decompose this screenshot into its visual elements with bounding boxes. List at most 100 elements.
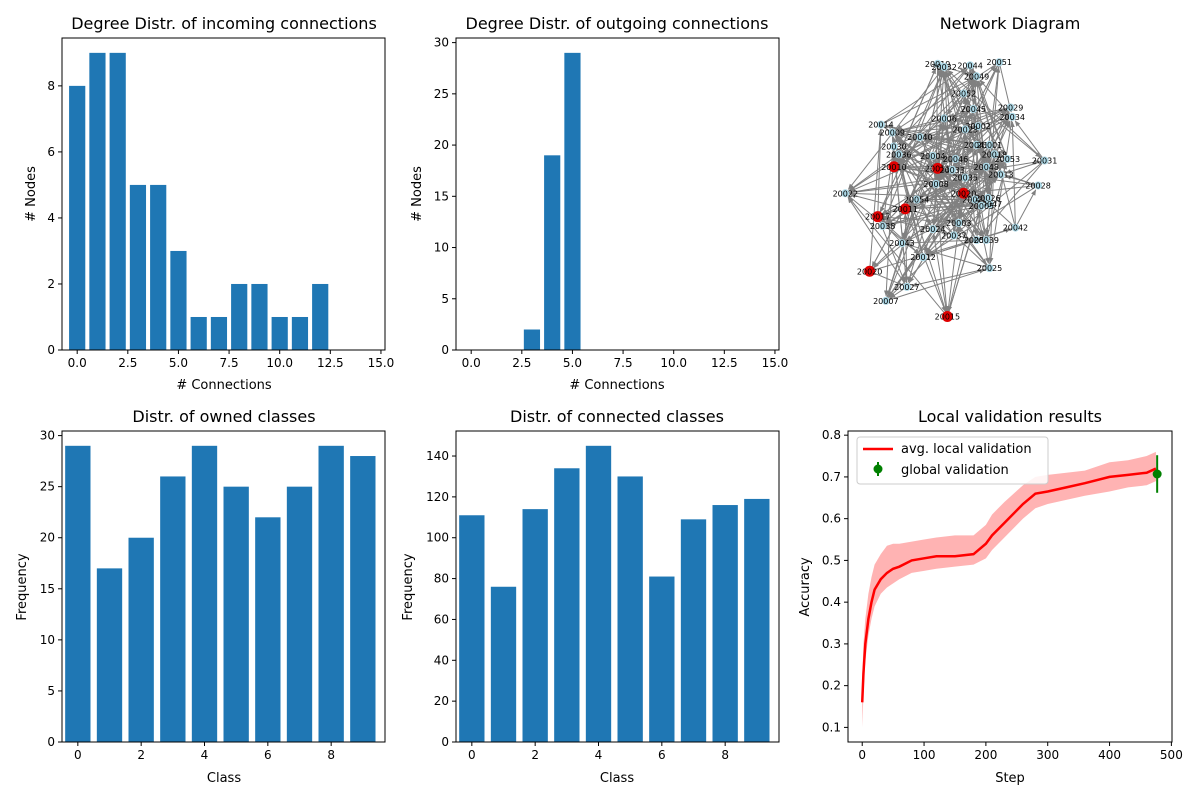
bar [191, 445, 218, 742]
network-node [889, 142, 898, 151]
network-node [1034, 181, 1043, 190]
owned-classes-chart: Distr. of owned classes 0 2 4 6 8 0 5 10 15 20 25… [15, 407, 386, 786]
y-tick-label: 0.7 [822, 470, 841, 484]
y-tick-label: 25 [40, 480, 55, 494]
y-tick-label: 0 [47, 735, 55, 749]
node-label: 20047 [977, 200, 1002, 209]
node-label: 20024 [920, 225, 945, 234]
node-label: 20019 [925, 60, 950, 69]
network-node [902, 282, 911, 291]
chart-title: Degree Distr. of incoming connections [71, 14, 377, 33]
plot-frame [61, 37, 386, 351]
bar [129, 184, 147, 350]
x-tick-label: 8 [721, 748, 729, 762]
x-axis-label: # Connections [569, 378, 665, 393]
node-label: 20031 [1032, 157, 1057, 166]
y-axis-label: Frequency [15, 553, 30, 620]
network-edge [1010, 121, 1016, 228]
plot-frame [455, 430, 780, 743]
y-tick-label: 10 [434, 241, 449, 255]
x-axis-label: Step [995, 771, 1025, 786]
x-tick-label: 4 [595, 748, 603, 762]
bar-group [523, 52, 581, 350]
bar [291, 316, 309, 350]
x-tick-label: 5.0 [563, 356, 582, 370]
bar [96, 568, 123, 742]
y-tick-label: 8 [47, 79, 55, 93]
legend-label-local: avg. local validation [901, 442, 1032, 457]
y-tick-label: 0.2 [822, 679, 841, 693]
y-tick-label: 0.8 [822, 428, 841, 442]
network-edge [895, 135, 987, 241]
network-node [919, 253, 928, 262]
node-label: 20017 [865, 213, 890, 222]
network-node [959, 89, 968, 98]
node-label: 20045 [961, 105, 986, 114]
y-axis-ticks: 0 5 10 15 20 25 30 [40, 429, 62, 749]
avg-local-validation-line [860, 467, 1157, 703]
chart-title: Degree Distr. of outgoing connections [466, 14, 769, 33]
network-node [961, 173, 970, 182]
network-edge [903, 213, 908, 287]
node-label: 20038 [870, 222, 895, 231]
bar [617, 476, 643, 742]
network-node [888, 128, 897, 137]
y-tick-label: 140 [426, 449, 449, 463]
network-node [1006, 103, 1015, 112]
network-edge [993, 120, 1011, 155]
x-tick-label: 0 [858, 748, 866, 762]
y-tick-label: 10 [40, 633, 55, 647]
network-node [933, 59, 942, 68]
x-tick-label: 8 [327, 748, 335, 762]
node-label: 20009 [880, 128, 905, 137]
network-node [1003, 154, 1012, 163]
network-node [974, 122, 983, 131]
network-edge [901, 71, 945, 244]
legend-marker-swatch [873, 464, 883, 474]
node-label: 20011 [893, 205, 918, 214]
y-tick-label: 0.1 [822, 720, 841, 734]
bar [231, 283, 248, 350]
network-edge [898, 67, 937, 155]
x-axis-ticks: 0.0 2.5 5.0 7.5 10.0 12.5 15.0 [68, 350, 394, 370]
node-label: 20046 [943, 155, 968, 164]
legend: avg. local validation global validation [856, 436, 1049, 485]
network-edge [938, 187, 977, 241]
bar-group [459, 445, 770, 742]
x-tick-label: 2.5 [512, 356, 531, 370]
network-node [982, 236, 991, 245]
x-axis-ticks: 0 2 4 6 8 [468, 742, 729, 762]
node-label: 20003 [946, 219, 971, 228]
network-edge [943, 71, 956, 160]
y-tick-label: 60 [434, 612, 449, 626]
bar [286, 486, 313, 742]
network-node [983, 193, 992, 202]
validation-chart: Local validation results 0 100 200 300 400 50… [798, 407, 1183, 786]
x-tick-label: 4 [201, 748, 209, 762]
node-label: 20018 [982, 150, 1007, 159]
node-label: 20015 [935, 313, 960, 322]
bar [89, 52, 106, 350]
x-axis-label: Class [207, 771, 241, 786]
network-edge [869, 270, 903, 286]
y-axis-label: # Nodes [410, 166, 425, 222]
network-edge [919, 108, 1007, 138]
y-tick-label: 120 [426, 490, 449, 504]
bar [712, 505, 738, 742]
node-label: 20055 [964, 236, 989, 245]
network-edge [957, 160, 1045, 233]
network-edge [989, 158, 997, 269]
node-label: 20027 [894, 283, 919, 292]
network-node [876, 120, 885, 129]
node-label: 20034 [999, 113, 1024, 122]
y-tick-label: 15 [434, 189, 449, 203]
y-tick-label: 0 [441, 735, 449, 749]
y-tick-label: 30 [40, 429, 55, 443]
network-node [932, 162, 944, 174]
node-label: 20011 [925, 164, 950, 173]
legend-box [856, 436, 1049, 485]
bar [554, 468, 580, 742]
network-edge [882, 129, 976, 227]
y-axis-ticks: 0 5 10 15 20 25 30 [434, 36, 456, 357]
network-edge [947, 199, 976, 313]
